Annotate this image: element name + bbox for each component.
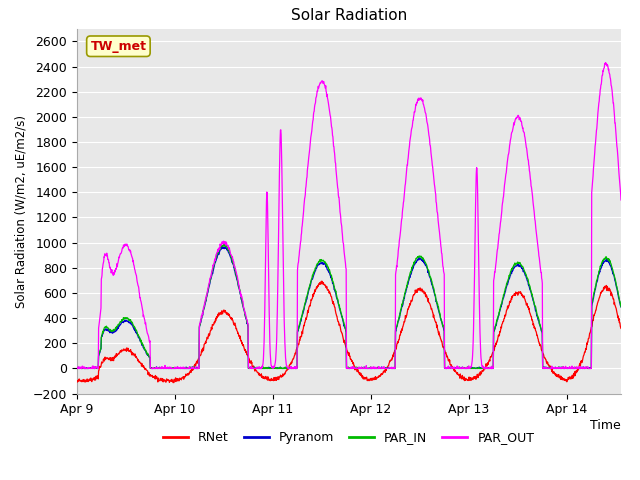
Text: TW_met: TW_met xyxy=(90,40,147,53)
Legend: RNet, Pyranom, PAR_IN, PAR_OUT: RNet, Pyranom, PAR_IN, PAR_OUT xyxy=(158,426,540,449)
Y-axis label: Solar Radiation (W/m2, uE/m2/s): Solar Radiation (W/m2, uE/m2/s) xyxy=(14,115,27,308)
Text: Time: Time xyxy=(590,419,621,432)
Title: Solar Radiation: Solar Radiation xyxy=(291,9,407,24)
